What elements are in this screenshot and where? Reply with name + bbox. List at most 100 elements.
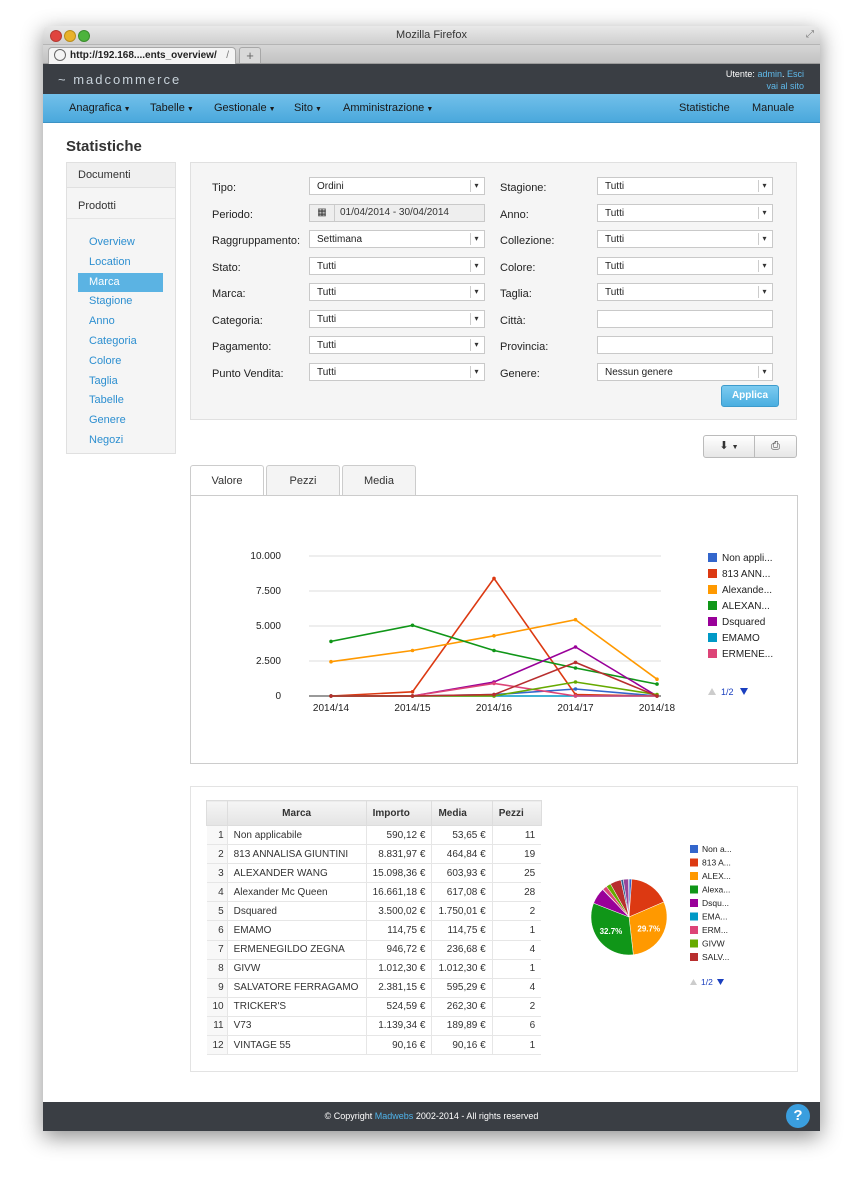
legend-next-icon[interactable] bbox=[717, 979, 724, 985]
data-point[interactable] bbox=[410, 623, 415, 628]
legend-entry[interactable]: Non a... bbox=[702, 844, 732, 854]
tab-close-icon[interactable]: / bbox=[226, 50, 229, 61]
logo[interactable]: ~ madcommerce bbox=[58, 72, 182, 87]
sidebar-item-categoria[interactable]: Categoria bbox=[89, 334, 137, 347]
help-icon[interactable]: ? bbox=[786, 1104, 810, 1128]
data-point[interactable] bbox=[573, 617, 578, 622]
sidebar-section-documenti[interactable]: Documenti bbox=[67, 163, 175, 188]
minimize-window-button[interactable] bbox=[64, 30, 76, 42]
close-window-button[interactable] bbox=[50, 30, 62, 42]
sidebar-item-marca[interactable]: Marca bbox=[78, 272, 163, 293]
data-point[interactable] bbox=[410, 694, 415, 698]
sidebar-item-overview[interactable]: Overview bbox=[89, 236, 135, 248]
filter-marca-select[interactable]: Tutti ▾ bbox=[309, 283, 485, 301]
legend-entry[interactable]: Non appli... bbox=[722, 553, 773, 564]
table-header-importo[interactable]: Importo bbox=[365, 800, 433, 826]
data-point[interactable] bbox=[573, 694, 578, 698]
copyright-brand-link[interactable]: Madwebs bbox=[374, 1111, 414, 1121]
download-button[interactable]: ⬇ ▼ bbox=[704, 436, 755, 457]
filter-puntovendita-select[interactable]: Tutti ▾ bbox=[309, 362, 485, 381]
nav-sito[interactable]: Sito ▼ bbox=[294, 102, 322, 114]
table-header-marca[interactable]: Marca bbox=[226, 800, 367, 826]
tab-media[interactable]: Media bbox=[342, 465, 416, 495]
zoom-window-button[interactable] bbox=[78, 30, 90, 42]
data-point[interactable] bbox=[573, 666, 578, 670]
browser-tab[interactable]: http://192.168....ents_overview/ / bbox=[48, 47, 236, 64]
new-tab-button[interactable]: + bbox=[239, 47, 261, 63]
filter-genere-select[interactable]: Nessun genere ▾ bbox=[597, 362, 773, 381]
nav-anagrafica[interactable]: Anagrafica ▼ bbox=[69, 102, 131, 114]
filter-pagamento-select[interactable]: Tutti ▾ bbox=[309, 336, 485, 354]
sidebar-item-stagione[interactable]: Stagione bbox=[89, 295, 133, 308]
filter-anno-select[interactable]: Tutti ▾ bbox=[597, 203, 773, 222]
filter-raggruppamento-select[interactable]: Settimana ▾ bbox=[309, 230, 485, 248]
nav-tabelle[interactable]: Tabelle ▼ bbox=[150, 102, 194, 114]
legend-entry[interactable]: Dsqu... bbox=[702, 898, 729, 908]
data-point[interactable] bbox=[410, 690, 415, 694]
legend-prev-icon[interactable] bbox=[708, 688, 716, 695]
data-point[interactable] bbox=[492, 648, 496, 653]
filter-provincia-input[interactable] bbox=[597, 336, 773, 354]
sidebar-item-anno[interactable]: Anno bbox=[89, 315, 115, 328]
sidebar-item-tabelle[interactable]: Tabelle bbox=[89, 394, 124, 407]
legend-entry[interactable]: ALEX... bbox=[702, 871, 731, 881]
filter-categoria-select[interactable]: Tutti ▾ bbox=[309, 309, 485, 328]
data-point[interactable] bbox=[492, 576, 496, 581]
data-point[interactable] bbox=[492, 681, 496, 686]
data-point[interactable] bbox=[329, 639, 333, 644]
nav-gestionale[interactable]: Gestionale ▼ bbox=[214, 102, 276, 114]
legend-entry[interactable]: GIVW bbox=[702, 939, 725, 949]
filter-tipo-select[interactable]: Ordini ▾ bbox=[309, 177, 485, 195]
legend-entry[interactable]: 813 ANN... bbox=[722, 569, 770, 580]
sidebar-section-prodotti[interactable]: Prodotti bbox=[67, 194, 175, 219]
filter-collezione-select[interactable]: Tutti ▾ bbox=[597, 230, 773, 248]
filter-citt-input[interactable] bbox=[597, 309, 773, 328]
print-button[interactable]: ⎙ bbox=[755, 436, 796, 457]
legend-entry[interactable]: ERM... bbox=[702, 925, 728, 935]
data-point[interactable] bbox=[492, 634, 496, 638]
legend-entry[interactable]: EMA... bbox=[702, 912, 728, 922]
data-point[interactable] bbox=[410, 648, 415, 653]
pie-slice[interactable] bbox=[628, 878, 665, 918]
data-point[interactable] bbox=[655, 677, 659, 681]
legend-entry[interactable]: Alexande... bbox=[722, 585, 772, 596]
legend-entry[interactable]: 813 A... bbox=[702, 858, 731, 868]
data-point[interactable] bbox=[329, 659, 333, 664]
nav-statistiche[interactable]: Statistiche bbox=[679, 102, 730, 114]
data-point[interactable] bbox=[492, 692, 496, 697]
data-point[interactable] bbox=[573, 645, 578, 649]
sidebar-item-location[interactable]: Location bbox=[89, 255, 131, 268]
site-link[interactable]: vai al sito bbox=[766, 81, 804, 91]
tab-pezzi[interactable]: Pezzi bbox=[266, 465, 340, 495]
sidebar-item-taglia[interactable]: Taglia bbox=[89, 374, 118, 387]
sidebar-item-genere[interactable]: Genere bbox=[89, 414, 126, 427]
legend-prev-icon[interactable] bbox=[690, 979, 697, 985]
user-link[interactable]: admin bbox=[757, 69, 782, 79]
filter-periodo-date[interactable]: ▦ 01/04/2014 - 30/04/2014 bbox=[309, 203, 485, 222]
legend-entry[interactable]: ALEXAN... bbox=[722, 601, 770, 612]
tab-valore[interactable]: Valore bbox=[190, 465, 264, 496]
data-point[interactable] bbox=[573, 687, 578, 691]
legend-entry[interactable]: Alexa... bbox=[702, 885, 730, 895]
legend-entry[interactable]: SALV... bbox=[702, 952, 729, 962]
filter-stagione-select[interactable]: Tutti ▾ bbox=[597, 177, 773, 195]
legend-entry[interactable]: EMAMO bbox=[722, 633, 760, 644]
legend-next-icon[interactable] bbox=[740, 688, 748, 695]
nav-amministrazione[interactable]: Amministrazione ▼ bbox=[343, 102, 433, 114]
table-header-media[interactable]: Media bbox=[431, 800, 493, 826]
legend-entry[interactable]: Dsquared bbox=[722, 617, 765, 628]
sidebar-item-negozi[interactable]: Negozi bbox=[89, 433, 124, 446]
data-point[interactable] bbox=[655, 694, 659, 698]
data-point[interactable] bbox=[573, 660, 578, 665]
filter-colore-select[interactable]: Tutti ▾ bbox=[597, 256, 773, 275]
data-point[interactable] bbox=[573, 680, 578, 684]
logout-link[interactable]: Esci bbox=[786, 69, 804, 79]
sidebar-item-colore[interactable]: Colore bbox=[89, 354, 122, 367]
pie-slice[interactable] bbox=[590, 902, 634, 956]
table-header-pezzi[interactable]: Pezzi bbox=[491, 800, 542, 826]
nav-manuale[interactable]: Manuale bbox=[752, 102, 795, 114]
apply-button[interactable]: Applica bbox=[721, 385, 779, 407]
filter-taglia-select[interactable]: Tutti ▾ bbox=[597, 283, 773, 301]
legend-entry[interactable]: ERMENE... bbox=[722, 649, 773, 660]
filter-stato-select[interactable]: Tutti ▾ bbox=[309, 256, 485, 275]
